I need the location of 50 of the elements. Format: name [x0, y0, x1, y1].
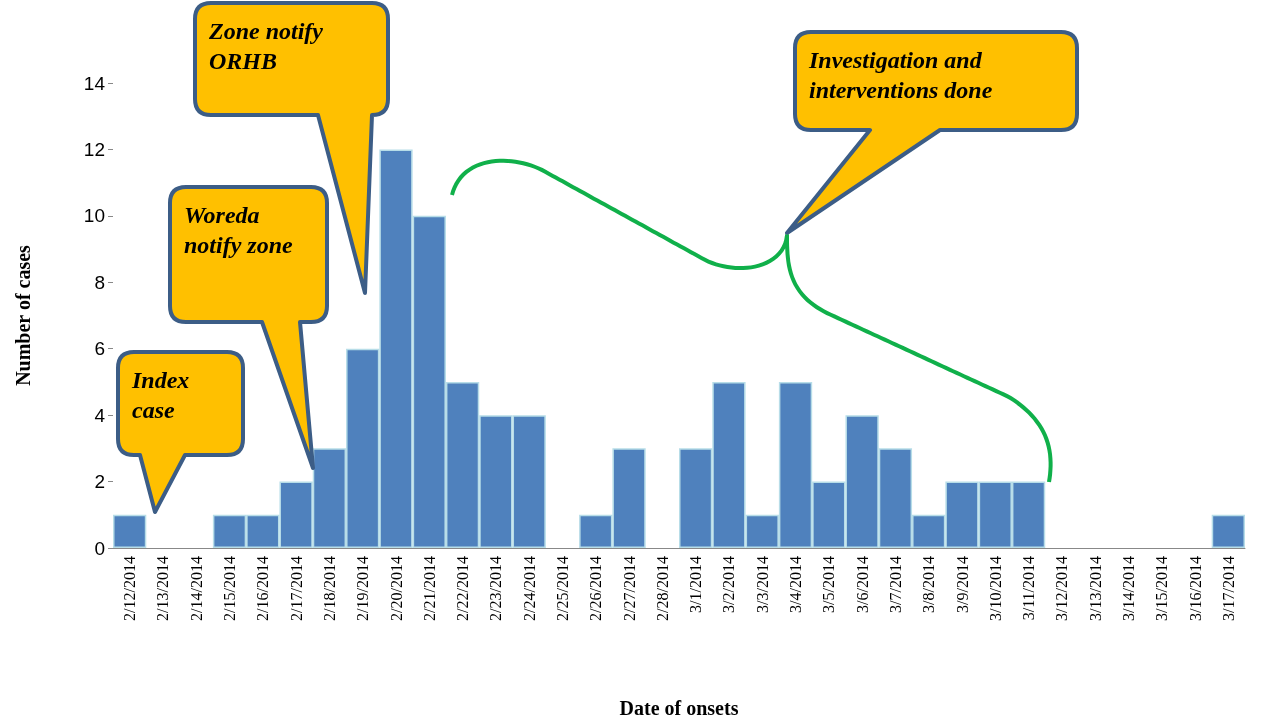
- x-tick-label: 3/2/2014: [720, 556, 738, 613]
- x-tick-label: 3/16/2014: [1186, 556, 1204, 621]
- annotation: Index case: [131, 367, 190, 423]
- y-axis-title: Number of cases: [12, 244, 34, 386]
- x-tick-label: 3/10/2014: [986, 556, 1004, 621]
- x-tick-label: 2/13/2014: [154, 556, 172, 621]
- x-tick-label: 3/5/2014: [820, 556, 838, 613]
- annotation: Woreda notify zone: [184, 202, 294, 258]
- x-tick-label: 2/25/2014: [553, 556, 571, 621]
- x-tick-label: 3/3/2014: [753, 556, 771, 613]
- y-tick-label: 14: [83, 72, 106, 94]
- x-tick-label: 3/13/2014: [1086, 556, 1104, 621]
- x-tick-label: 2/27/2014: [620, 556, 638, 621]
- bar: [113, 514, 147, 548]
- x-tick-label: 3/9/2014: [953, 556, 971, 613]
- y-tick-label: 4: [94, 404, 106, 426]
- x-tick-label: 3/8/2014: [920, 556, 938, 613]
- x-tick-label: 3/17/2014: [1219, 556, 1237, 621]
- x-tick-label: 2/15/2014: [221, 556, 239, 621]
- x-tick-label: 3/15/2014: [1153, 556, 1171, 621]
- x-tick-label: 2/20/2014: [387, 556, 405, 621]
- x-tick-label: 2/21/2014: [420, 556, 438, 621]
- x-tick-label: 2/24/2014: [520, 556, 538, 621]
- x-tick-label: 3/7/2014: [886, 556, 904, 613]
- x-tick-label: 2/16/2014: [254, 556, 272, 621]
- x-tick-label: 2/17/2014: [287, 556, 305, 621]
- x-tick-label: 3/4/2014: [787, 556, 805, 613]
- y-tick-label: 0: [94, 537, 105, 559]
- x-tick-label: 2/23/2014: [487, 556, 505, 621]
- x-tick-label: 2/18/2014: [320, 556, 338, 621]
- x-tick-label: 3/11/2014: [1020, 556, 1038, 621]
- y-tick-label: 2: [94, 471, 105, 493]
- x-tick-label: 3/6/2014: [853, 556, 871, 613]
- annotation: Investigation and interventions done: [808, 47, 993, 103]
- x-tick-label: 2/26/2014: [587, 556, 605, 621]
- x-tick-label: 2/22/2014: [454, 556, 472, 621]
- bar: [1211, 514, 1245, 548]
- x-tick-label: 3/12/2014: [1053, 556, 1071, 621]
- x-axis-title: Date of onsets: [619, 697, 739, 719]
- x-tick-label: 3/14/2014: [1119, 556, 1137, 621]
- y-tick-label: 8: [94, 271, 105, 293]
- y-tick-label: 12: [83, 138, 105, 160]
- text: Zone notify ORHB: [208, 18, 324, 74]
- x-tick-label: 2/28/2014: [653, 556, 671, 621]
- x-tick-label: 2/14/2014: [187, 556, 205, 621]
- y-tick-label: 10: [83, 205, 105, 227]
- x-tick-label: 2/12/2014: [121, 556, 139, 621]
- y-tick-label: 6: [94, 338, 105, 360]
- x-tick-label: 3/1/2014: [687, 556, 705, 613]
- x-tick-label: 2/19/2014: [354, 556, 372, 621]
